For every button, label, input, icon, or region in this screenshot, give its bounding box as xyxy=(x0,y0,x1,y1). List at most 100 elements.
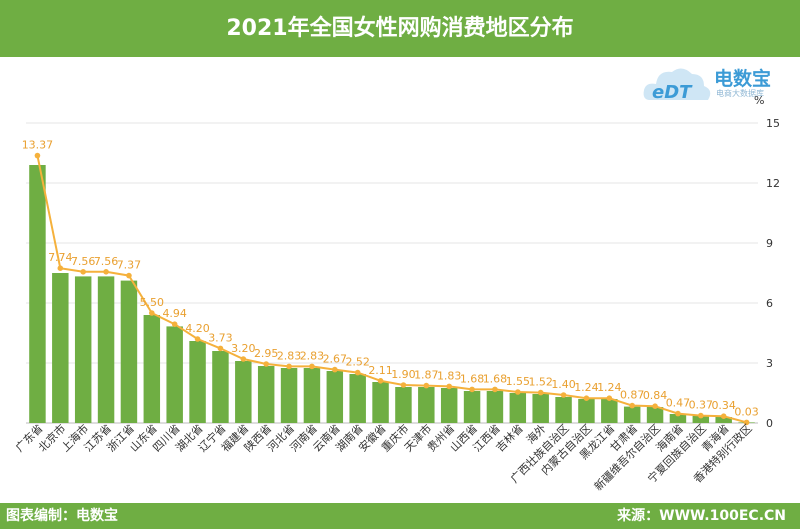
line-point xyxy=(423,382,430,389)
data-label: 1.90 xyxy=(391,368,416,381)
footer-credit: 图表编制：电数宝 xyxy=(6,508,118,524)
bar xyxy=(646,407,664,423)
bar xyxy=(235,361,252,423)
data-label: 2.83 xyxy=(300,349,325,362)
series-line xyxy=(36,155,747,424)
line-point xyxy=(629,402,635,409)
line-point xyxy=(34,152,41,159)
data-label: 0.03 xyxy=(734,405,759,418)
data-label: 1.24 xyxy=(574,381,599,394)
y-tick-label: 9 xyxy=(766,237,773,250)
line-point xyxy=(286,363,292,370)
logo-subtitle: 电商大数据库 xyxy=(716,89,764,98)
bar xyxy=(166,326,183,423)
line-point xyxy=(560,392,567,398)
bar xyxy=(669,414,687,423)
data-label: 0.84 xyxy=(643,389,668,402)
data-label: 0.87 xyxy=(620,389,645,402)
line-point xyxy=(377,378,384,384)
data-label: 1.68 xyxy=(483,372,508,385)
page-title: 2021年全国女性网购消费地区分布 xyxy=(226,16,574,41)
line-point xyxy=(606,395,613,402)
line-point xyxy=(698,412,704,419)
bar xyxy=(349,374,366,423)
bar xyxy=(29,165,46,423)
data-label: 2.67 xyxy=(323,353,348,366)
bar xyxy=(715,417,732,423)
line-point xyxy=(194,336,201,342)
data-label: 1.24 xyxy=(597,381,622,394)
bar xyxy=(463,391,481,423)
data-label: 1.40 xyxy=(551,378,576,391)
line-point xyxy=(126,272,132,279)
bar xyxy=(440,388,458,423)
data-label: 2.52 xyxy=(345,356,370,369)
logo-mark: eDT xyxy=(652,82,693,103)
footer-source: 来源：WWW.100EC.CN xyxy=(617,508,786,524)
bar xyxy=(395,387,412,423)
line-point xyxy=(583,395,590,402)
bar xyxy=(143,315,161,423)
data-label: 4.20 xyxy=(185,322,210,335)
line-point xyxy=(743,419,750,426)
bar xyxy=(623,406,641,423)
y-tick-label: 0 xyxy=(766,417,773,430)
data-label: 0.34 xyxy=(711,399,736,412)
bar xyxy=(326,371,344,423)
data-label: 0.47 xyxy=(666,397,691,410)
bar xyxy=(257,366,275,423)
data-label: 0.37 xyxy=(689,399,714,412)
line-point xyxy=(57,265,64,272)
bar xyxy=(692,416,710,423)
line-point xyxy=(675,410,681,417)
line-point xyxy=(263,361,269,367)
bar xyxy=(74,276,92,423)
bar xyxy=(372,382,389,423)
line-point xyxy=(217,345,224,352)
line-point xyxy=(332,366,338,373)
bar xyxy=(120,280,138,423)
line-point xyxy=(354,369,361,376)
data-label: 7.56 xyxy=(94,255,119,268)
line-point xyxy=(492,386,498,393)
data-label: 3.20 xyxy=(231,342,256,355)
bar xyxy=(486,391,504,423)
line-point xyxy=(171,321,178,328)
y-tick-label: 15 xyxy=(766,117,780,130)
line-point xyxy=(400,382,407,388)
line-point xyxy=(80,269,86,275)
bar xyxy=(212,351,229,423)
line-point xyxy=(720,413,727,420)
bar xyxy=(189,341,206,423)
data-label: 3.73 xyxy=(208,331,233,344)
header-bar: 2021年全国女性网购消费地区分布 xyxy=(0,0,800,57)
line-point xyxy=(309,363,315,370)
data-label: 7.56 xyxy=(71,255,96,268)
bar xyxy=(509,393,527,423)
y-axis-unit: % xyxy=(754,94,765,107)
line-point xyxy=(469,386,475,393)
line-point xyxy=(446,383,452,390)
line-point xyxy=(537,389,544,396)
line-point xyxy=(515,389,521,395)
bar xyxy=(97,276,115,423)
data-label: 7.74 xyxy=(48,251,73,264)
line-point xyxy=(652,403,658,410)
data-label: 1.52 xyxy=(528,376,553,389)
data-label: 7.37 xyxy=(117,259,142,272)
bar xyxy=(578,399,595,423)
bar xyxy=(52,273,69,423)
line-point xyxy=(240,356,247,362)
data-label: 4.94 xyxy=(162,307,187,320)
data-label: 1.55 xyxy=(506,375,531,388)
data-label: 2.95 xyxy=(254,347,279,360)
data-label: 1.87 xyxy=(414,369,439,382)
bar xyxy=(601,399,618,423)
line-point xyxy=(149,310,155,316)
data-label: 2.83 xyxy=(277,349,302,362)
bar xyxy=(303,368,321,423)
bar xyxy=(555,397,572,423)
data-label: 1.83 xyxy=(437,369,462,382)
y-tick-label: 3 xyxy=(766,357,773,370)
line-point xyxy=(103,269,109,275)
